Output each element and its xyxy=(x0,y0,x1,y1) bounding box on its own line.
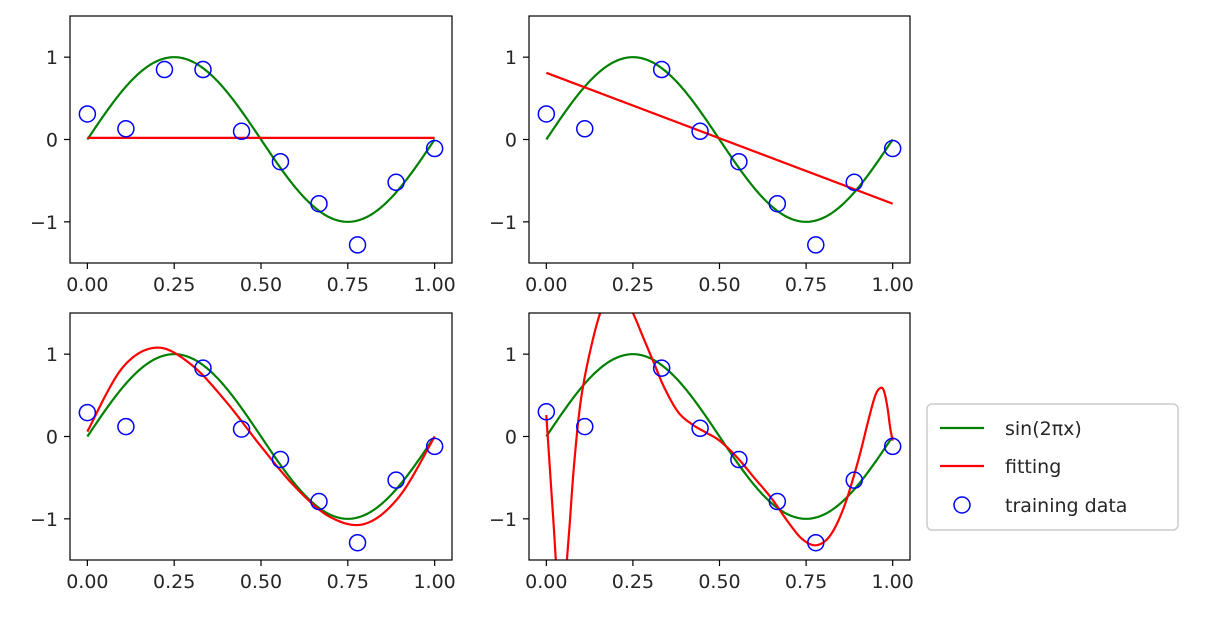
training-point-top-right-4 xyxy=(730,152,748,171)
legend-frame xyxy=(926,403,1179,531)
x-tick-label-bottom-right-1: 0.25 xyxy=(612,571,654,593)
y-tick-label-top-right-2: 1 xyxy=(505,47,517,69)
fitting-curve-top-right xyxy=(545,71,894,205)
sin-curve-top-left xyxy=(86,56,436,223)
x-tick-label-top-right-2: 0.50 xyxy=(698,274,740,296)
training-point-top-left-4 xyxy=(232,122,251,141)
training-point-top-left-7 xyxy=(348,236,367,254)
x-tick-label-top-left-3: 0.75 xyxy=(327,274,369,296)
training-point-top-right-3 xyxy=(691,122,709,141)
x-tick-label-bottom-right-3: 0.75 xyxy=(785,571,827,593)
y-tick-label-top-left-0: −1 xyxy=(30,212,58,234)
training-point-top-right-6 xyxy=(807,236,825,254)
training-point-bottom-right-7 xyxy=(845,471,863,489)
training-point-bottom-left-6 xyxy=(348,533,367,552)
sin-curve-bottom-left xyxy=(86,353,436,520)
training-point-top-right-2 xyxy=(652,60,671,79)
training-point-bottom-left-1 xyxy=(117,417,135,436)
x-tick-label-top-right-0: 0.00 xyxy=(525,274,567,296)
x-tick-label-top-left-4: 1.00 xyxy=(413,274,455,296)
plot-area-top-left xyxy=(78,56,444,254)
training-point-top-right-1 xyxy=(576,120,594,138)
training-point-bottom-left-3 xyxy=(232,420,251,438)
x-tick-label-top-left-1: 0.25 xyxy=(153,274,195,296)
training-point-top-right-5 xyxy=(768,194,787,213)
training-point-top-left-1 xyxy=(117,120,135,138)
x-tick-label-top-right-3: 0.75 xyxy=(785,274,827,296)
training-point-top-left-8 xyxy=(387,173,405,192)
y-tick-label-top-left-2: 1 xyxy=(46,47,58,69)
y-tick-label-bottom-left-1: 0 xyxy=(46,427,58,449)
x-tick-label-top-left-0: 0.00 xyxy=(66,274,108,296)
training-point-bottom-right-0 xyxy=(537,403,556,421)
sin-curve-bottom-right xyxy=(545,353,894,520)
training-point-bottom-left-8 xyxy=(425,437,444,456)
training-point-top-right-8 xyxy=(883,139,902,158)
y-tick-label-top-right-1: 0 xyxy=(505,130,517,152)
training-point-bottom-right-4 xyxy=(730,450,748,469)
plot-area-bottom-right xyxy=(537,313,902,560)
x-tick-label-top-left-2: 0.50 xyxy=(240,274,282,296)
x-tick-label-bottom-left-2: 0.50 xyxy=(240,571,282,593)
x-tick-label-bottom-left-4: 1.00 xyxy=(413,571,455,593)
legend-label-training: training data xyxy=(1005,495,1127,517)
training-point-bottom-right-2 xyxy=(652,359,671,377)
y-tick-label-bottom-right-2: 1 xyxy=(505,344,517,366)
x-tick-label-bottom-right-0: 0.00 xyxy=(525,571,567,593)
training-point-bottom-right-6 xyxy=(807,533,825,552)
y-tick-label-bottom-right-1: 0 xyxy=(505,427,517,449)
training-point-bottom-left-4 xyxy=(271,450,290,469)
training-point-top-left-2 xyxy=(155,60,174,79)
panel-top-right: 0.00 0.25 0.50 0.75 1.00 −1 0 1 xyxy=(489,15,914,296)
x-tick-label-top-right-1: 0.25 xyxy=(612,274,654,296)
x-tick-label-bottom-left-3: 0.75 xyxy=(327,571,369,593)
training-point-top-right-7 xyxy=(845,173,863,192)
training-point-bottom-right-1 xyxy=(576,417,594,436)
x-tick-label-bottom-left-0: 0.00 xyxy=(66,571,108,593)
fitting-curve-bottom-left xyxy=(86,346,436,527)
y-tick-label-bottom-left-0: −1 xyxy=(30,509,58,531)
training-point-top-left-3 xyxy=(194,60,212,79)
training-point-bottom-left-0 xyxy=(78,403,97,422)
panel-bottom-right: 0.00 0.25 0.50 0.75 1.00 −1 0 1 xyxy=(489,312,914,593)
training-point-bottom-left-5 xyxy=(310,492,328,511)
fitting-curve-bottom-right xyxy=(545,313,894,560)
panel-bottom-left: 0.00 0.25 0.50 0.75 1.00 −1 0 1 xyxy=(30,312,456,593)
y-tick-label-bottom-left-2: 1 xyxy=(46,344,58,366)
training-point-top-left-6 xyxy=(310,194,328,213)
plot-area-bottom-left xyxy=(78,346,444,552)
training-point-bottom-right-5 xyxy=(768,492,787,511)
plot-area-top-right xyxy=(537,56,902,254)
x-tick-label-bottom-right-4: 1.00 xyxy=(872,571,914,593)
legend: sin(2πx) fitting training data xyxy=(926,403,1179,531)
legend-label-fitting: fitting xyxy=(1005,456,1061,478)
y-tick-label-top-left-1: 0 xyxy=(46,130,58,152)
training-point-bottom-right-3 xyxy=(691,419,709,438)
legend-label-sin: sin(2πx) xyxy=(1005,418,1082,440)
training-point-bottom-right-8 xyxy=(883,437,902,456)
training-point-top-left-5 xyxy=(271,152,290,171)
x-tick-label-bottom-right-2: 0.50 xyxy=(698,571,740,593)
training-point-bottom-left-7 xyxy=(387,471,405,489)
x-tick-label-bottom-left-1: 0.25 xyxy=(153,571,195,593)
legend-marker-training xyxy=(953,496,971,514)
training-point-top-left-9 xyxy=(425,139,444,158)
training-point-top-right-0 xyxy=(537,105,556,123)
x-tick-label-top-right-4: 1.00 xyxy=(872,274,914,296)
training-point-bottom-left-2 xyxy=(194,359,212,377)
panel-top-left: 0.00 0.25 0.50 0.75 1.00 −1 0 1 xyxy=(30,15,456,296)
training-point-top-left-0 xyxy=(78,105,97,123)
y-tick-label-bottom-right-0: −1 xyxy=(489,509,517,531)
sin-curve-top-right xyxy=(545,56,894,223)
y-tick-label-top-right-0: −1 xyxy=(489,212,517,234)
